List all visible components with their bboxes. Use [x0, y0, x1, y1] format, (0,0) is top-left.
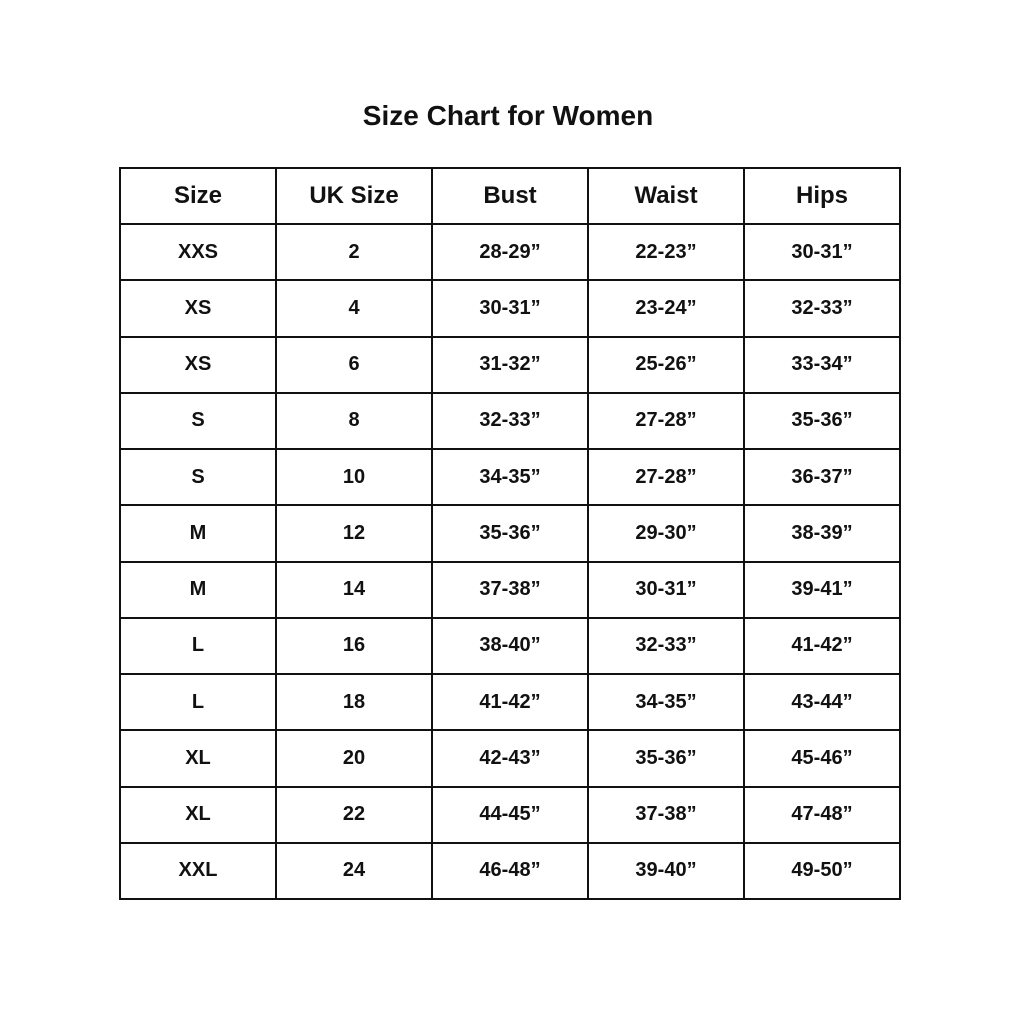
- table-cell: 25-26”: [587, 335, 745, 394]
- table-cell: 34-35”: [587, 672, 745, 732]
- table-cell: 37-38”: [431, 560, 589, 619]
- table-cell: 27-28”: [587, 391, 745, 451]
- table-cell: 39-40”: [587, 841, 745, 901]
- table-cell: XS: [119, 335, 277, 394]
- column-header: Waist: [587, 167, 745, 225]
- table-cell: 38-40”: [431, 616, 589, 676]
- table-cell: XXS: [119, 222, 277, 282]
- table-cell: S: [119, 391, 277, 451]
- table-cell: L: [119, 616, 277, 676]
- table-cell: M: [119, 504, 277, 563]
- table-cell: 46-48”: [431, 841, 589, 901]
- table-cell: 43-44”: [743, 672, 901, 732]
- table-row: XS 4 30-31” 23-24” 32-33”: [119, 279, 901, 338]
- table-cell: 24: [275, 841, 433, 901]
- table-cell: 30-31”: [587, 560, 745, 619]
- table-cell: XL: [119, 785, 277, 844]
- table-cell: S: [119, 447, 277, 507]
- table-cell: 44-45”: [431, 785, 589, 844]
- table-cell: XL: [119, 729, 277, 788]
- table-cell: 14: [275, 560, 433, 619]
- column-header: Size: [119, 167, 277, 225]
- table-cell: 35-36”: [743, 391, 901, 451]
- table-cell: 22-23”: [587, 222, 745, 282]
- table-cell: XS: [119, 279, 277, 338]
- table-cell: 4: [275, 279, 433, 338]
- table-row: XL 22 44-45” 37-38” 47-48”: [119, 785, 901, 844]
- table-cell: 8: [275, 391, 433, 451]
- column-header: Bust: [431, 167, 589, 225]
- table-cell: 31-32”: [431, 335, 589, 394]
- table-cell: 30-31”: [743, 222, 901, 282]
- table-cell: 20: [275, 729, 433, 788]
- table-cell: 12: [275, 504, 433, 563]
- column-header: Hips: [743, 167, 901, 225]
- table-cell: M: [119, 560, 277, 619]
- table-cell: 6: [275, 335, 433, 394]
- table-cell: 10: [275, 447, 433, 507]
- table-cell: 34-35”: [431, 447, 589, 507]
- table-header-row: Size UK Size Bust Waist Hips: [119, 167, 901, 225]
- table-cell: 2: [275, 222, 433, 282]
- table-row: XL 20 42-43” 35-36” 45-46”: [119, 729, 901, 788]
- table-row: S 10 34-35” 27-28” 36-37”: [119, 447, 901, 507]
- table-cell: 49-50”: [743, 841, 901, 901]
- table-cell: 33-34”: [743, 335, 901, 394]
- column-header: UK Size: [275, 167, 433, 225]
- table-cell: L: [119, 672, 277, 732]
- table-cell: 45-46”: [743, 729, 901, 788]
- page-title: Size Chart for Women: [362, 100, 654, 131]
- table-row: L 18 41-42” 34-35” 43-44”: [119, 672, 901, 732]
- table-cell: 41-42”: [431, 672, 589, 732]
- table-cell: 22: [275, 785, 433, 844]
- table-cell: 16: [275, 616, 433, 676]
- table-cell: 29-30”: [587, 504, 745, 563]
- table-body: XXS 2 28-29” 22-23” 30-31” XS 4 30-31” 23-24” 32-…: [119, 222, 901, 901]
- table-row: XXS 2 28-29” 22-23” 30-31”: [119, 222, 901, 282]
- table-cell: 36-37”: [743, 447, 901, 507]
- table-cell: 38-39”: [743, 504, 901, 563]
- table-cell: 37-38”: [587, 785, 745, 844]
- table-row: XXL 24 46-48” 39-40” 49-50”: [119, 841, 901, 901]
- table-row: S 8 32-33” 27-28” 35-36”: [119, 391, 901, 451]
- table-cell: 28-29”: [431, 222, 589, 282]
- table-row: XS 6 31-32” 25-26” 33-34”: [119, 335, 901, 394]
- table-cell: XXL: [119, 841, 277, 901]
- table-cell: 39-41”: [743, 560, 901, 619]
- table-row: M 12 35-36” 29-30” 38-39”: [119, 504, 901, 563]
- table-cell: 42-43”: [431, 729, 589, 788]
- table-cell: 41-42”: [743, 616, 901, 676]
- table-cell: 35-36”: [431, 504, 589, 563]
- table-cell: 30-31”: [431, 279, 589, 338]
- table-cell: 23-24”: [587, 279, 745, 338]
- table-cell: 35-36”: [587, 729, 745, 788]
- table-cell: 32-33”: [431, 391, 589, 451]
- table-cell: 32-33”: [587, 616, 745, 676]
- table-cell: 47-48”: [743, 785, 901, 844]
- table-row: L 16 38-40” 32-33” 41-42”: [119, 616, 901, 676]
- size-chart-table: Size UK Size Bust Waist Hips XXS 2 28-29” 22-23…: [119, 167, 901, 901]
- table-cell: 27-28”: [587, 447, 745, 507]
- table-cell: 32-33”: [743, 279, 901, 338]
- table-row: M 14 37-38” 30-31” 39-41”: [119, 560, 901, 619]
- table-cell: 18: [275, 672, 433, 732]
